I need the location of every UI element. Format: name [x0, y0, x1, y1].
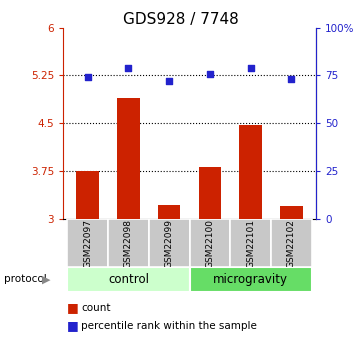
Text: GSM22099: GSM22099 [165, 219, 174, 268]
Text: GSM22098: GSM22098 [124, 219, 133, 268]
Text: ■: ■ [67, 319, 79, 332]
Bar [280, 206, 303, 219]
Text: GDS928 / 7748: GDS928 / 7748 [123, 12, 238, 27]
Bar [190, 267, 312, 292]
Point [85, 75, 91, 80]
Text: microgravity: microgravity [213, 273, 288, 286]
Point [166, 78, 172, 84]
Point [248, 65, 253, 71]
Bar [108, 219, 149, 267]
Text: GSM22102: GSM22102 [287, 219, 296, 268]
Text: ▶: ▶ [42, 275, 50, 284]
Point [288, 77, 294, 82]
Text: percentile rank within the sample: percentile rank within the sample [81, 321, 257, 331]
Bar [117, 98, 140, 219]
Bar [158, 205, 180, 219]
Bar [77, 171, 99, 219]
Bar [239, 125, 262, 219]
Point [126, 65, 131, 71]
Bar [149, 219, 190, 267]
Bar [67, 219, 108, 267]
Text: control: control [108, 273, 149, 286]
Text: GSM22097: GSM22097 [83, 219, 92, 268]
Bar [199, 167, 221, 219]
Bar [271, 219, 312, 267]
Text: protocol: protocol [4, 275, 46, 284]
Text: GSM22100: GSM22100 [205, 219, 214, 268]
Point [207, 71, 213, 76]
Bar [67, 267, 190, 292]
Bar [230, 219, 271, 267]
Text: count: count [81, 303, 111, 313]
Text: GSM22101: GSM22101 [246, 219, 255, 268]
Text: ■: ■ [67, 301, 79, 314]
Bar [190, 219, 230, 267]
